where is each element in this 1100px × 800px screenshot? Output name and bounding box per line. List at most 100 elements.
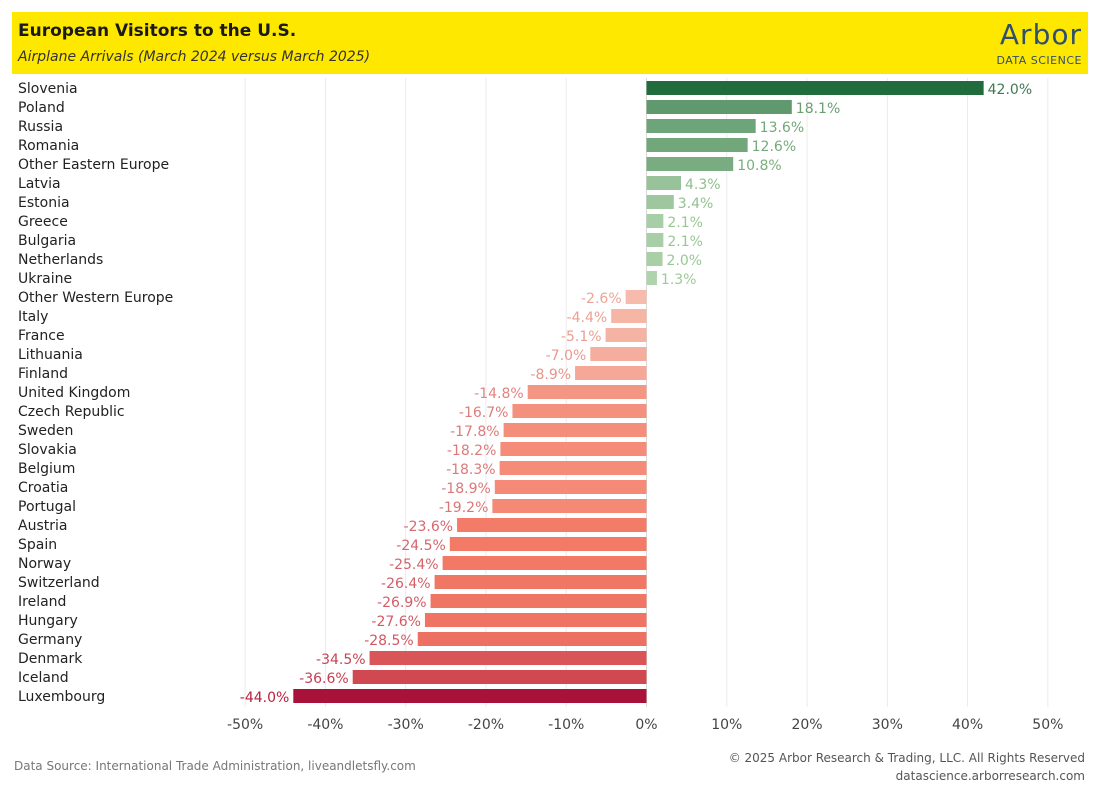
data-label: 3.4%: [678, 196, 714, 212]
category-label: Croatia: [18, 480, 68, 496]
bar: [590, 347, 647, 361]
bar: [417, 632, 647, 646]
data-label: -4.4%: [567, 310, 608, 326]
category-label: Italy: [18, 309, 48, 325]
category-label: Slovakia: [18, 442, 77, 458]
bar: [369, 651, 647, 665]
category-label: Estonia: [18, 195, 70, 211]
bar: [499, 461, 647, 475]
category-label: Slovenia: [18, 81, 78, 97]
copyright-text: © 2025 Arbor Research & Trading, LLC. Al…: [728, 751, 1085, 765]
category-label: Denmark: [18, 651, 83, 667]
arbor-logo: Arbor DATA SCIENCE: [942, 14, 1082, 72]
chart-title: European Visitors to the U.S.: [18, 21, 297, 41]
bar: [646, 271, 657, 285]
data-label: -2.6%: [581, 291, 622, 307]
data-label: -44.0%: [240, 690, 290, 706]
category-label: Other Western Europe: [18, 290, 173, 306]
category-label: Luxembourg: [18, 689, 105, 705]
bar: [434, 575, 647, 589]
data-label: 2.1%: [667, 234, 703, 250]
category-label: France: [18, 328, 65, 344]
x-tick-label: -20%: [468, 717, 504, 733]
data-label: -24.5%: [396, 538, 446, 554]
data-label: -19.2%: [439, 500, 489, 516]
bar: [646, 138, 748, 152]
category-label: Germany: [18, 632, 82, 648]
logo-word: Arbor: [999, 18, 1082, 51]
bar: [503, 423, 647, 437]
category-label: Netherlands: [18, 252, 103, 268]
bar: [625, 290, 647, 304]
x-tick-label: -10%: [548, 717, 584, 733]
bar: [605, 328, 647, 342]
bar: [646, 157, 734, 171]
bar: [575, 366, 647, 380]
x-tick-label: 0%: [635, 717, 657, 733]
data-label: -5.1%: [561, 329, 602, 345]
data-label: 1.3%: [661, 272, 697, 288]
bar: [293, 689, 647, 703]
data-label: 42.0%: [988, 82, 1032, 98]
bar: [646, 195, 674, 209]
category-label: Norway: [18, 556, 71, 572]
data-label: -26.9%: [377, 595, 427, 611]
bar: [457, 518, 647, 532]
chart-header: European Visitors to the U.S. Airplane A…: [12, 12, 1088, 74]
x-tick-label: 50%: [1032, 717, 1063, 733]
category-label: Lithuania: [18, 347, 83, 363]
category-label: Romania: [18, 138, 79, 154]
category-label: Bulgaria: [18, 233, 76, 249]
x-tick-label: 10%: [711, 717, 742, 733]
category-label: Other Eastern Europe: [18, 157, 169, 173]
bar: [646, 214, 664, 228]
category-label: Austria: [18, 518, 67, 534]
bar: [494, 480, 647, 494]
bar: [512, 404, 647, 418]
category-label: Greece: [18, 214, 68, 230]
bar: [646, 81, 984, 95]
data-label: -17.8%: [450, 424, 500, 440]
bar: [442, 556, 647, 570]
chart-subtitle: Airplane Arrivals (March 2024 versus Mar…: [18, 49, 371, 65]
x-tick-label: 40%: [952, 717, 983, 733]
bar: [449, 537, 647, 551]
bar: [500, 442, 647, 456]
data-label: -16.7%: [459, 405, 509, 421]
category-label: Portugal: [18, 499, 76, 515]
bar: [492, 499, 647, 513]
data-label: 4.3%: [685, 177, 721, 193]
category-label: Poland: [18, 100, 65, 116]
data-label: -18.2%: [447, 443, 497, 459]
data-label: -14.8%: [474, 386, 524, 402]
data-label: -27.6%: [371, 614, 421, 630]
category-label: Ireland: [18, 594, 66, 610]
bar: [527, 385, 647, 399]
data-label: 13.6%: [760, 120, 804, 136]
category-label: Belgium: [18, 461, 75, 477]
category-label: Russia: [18, 119, 63, 135]
category-label: Spain: [18, 537, 57, 553]
category-label: Finland: [18, 366, 68, 382]
data-label: -8.9%: [530, 367, 571, 383]
category-label: Ukraine: [18, 271, 72, 287]
data-label: -28.5%: [364, 633, 414, 649]
category-label: Latvia: [18, 176, 61, 192]
data-source: Data Source: International Trade Adminis…: [14, 759, 416, 773]
data-label: -23.6%: [404, 519, 454, 535]
data-label: 18.1%: [796, 101, 840, 117]
x-tick-label: -30%: [388, 717, 424, 733]
data-label: 10.8%: [737, 158, 781, 174]
x-tick-label: 30%: [872, 717, 903, 733]
category-label: Iceland: [18, 670, 69, 686]
website-text: datascience.arborresearch.com: [895, 769, 1085, 783]
bar: [646, 233, 664, 247]
data-label: 2.0%: [667, 253, 703, 269]
bar: [646, 100, 792, 114]
category-label: Switzerland: [18, 575, 100, 591]
x-tick-label: -50%: [227, 717, 263, 733]
category-label: Hungary: [18, 613, 78, 629]
bar: [646, 252, 663, 266]
category-label: Sweden: [18, 423, 73, 439]
